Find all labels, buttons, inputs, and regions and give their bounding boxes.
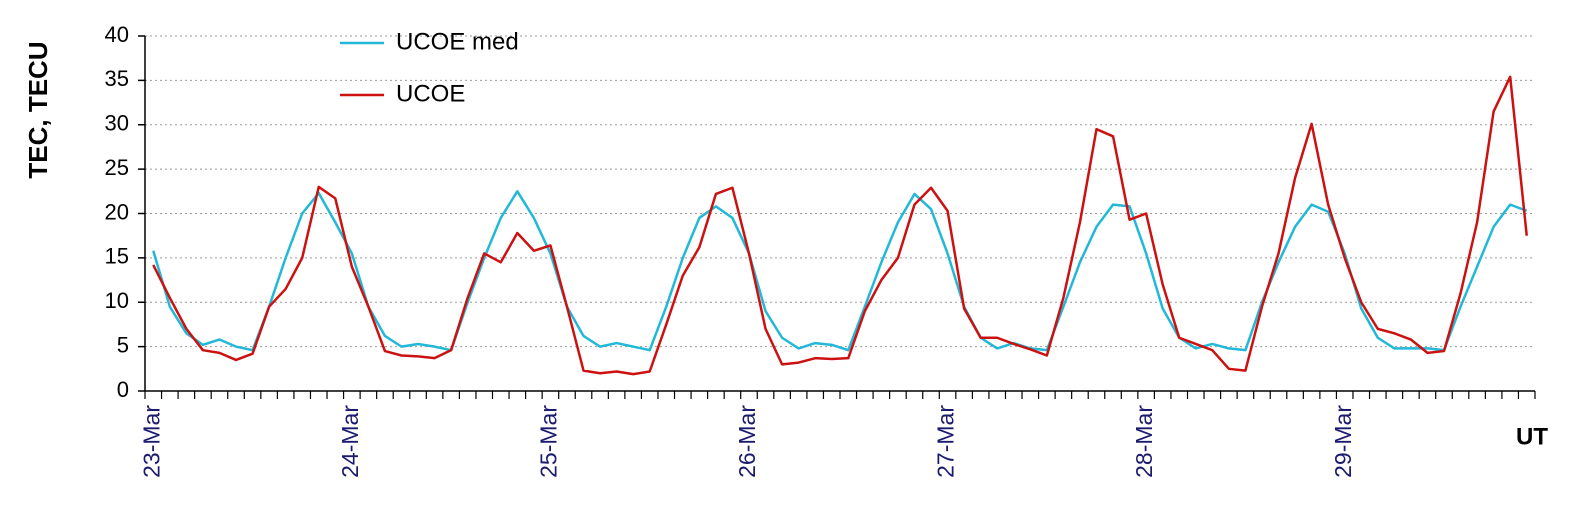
x-tick-label: 26-Mar xyxy=(734,405,760,478)
legend-label: UCOE med xyxy=(396,28,519,55)
x-tick-label: 25-Mar xyxy=(535,405,561,478)
y-tick-label: 10 xyxy=(105,288,129,313)
x-tick-label: 27-Mar xyxy=(933,405,959,478)
y-tick-label: 35 xyxy=(105,66,129,91)
x-tick-label: 28-Mar xyxy=(1131,405,1157,478)
y-tick-label: 20 xyxy=(105,199,129,224)
x-axis-label: UT xyxy=(1516,423,1548,450)
x-tick-label: 23-Mar xyxy=(138,405,164,478)
legend-label: UCOE xyxy=(396,80,465,107)
x-tick-label: 29-Mar xyxy=(1330,405,1356,478)
data-line xyxy=(152,75,1528,376)
x-tick-label: 24-Mar xyxy=(337,405,363,478)
y-tick-label: 15 xyxy=(105,244,129,269)
data-line xyxy=(152,190,1528,352)
y-axis-label: TEC, TECU xyxy=(23,41,53,178)
y-tick-label: 40 xyxy=(105,22,129,47)
y-tick-label: 5 xyxy=(117,332,129,357)
y-tick-label: 25 xyxy=(105,155,129,180)
y-tick-label: 30 xyxy=(105,111,129,136)
y-tick-label: 0 xyxy=(117,377,129,402)
